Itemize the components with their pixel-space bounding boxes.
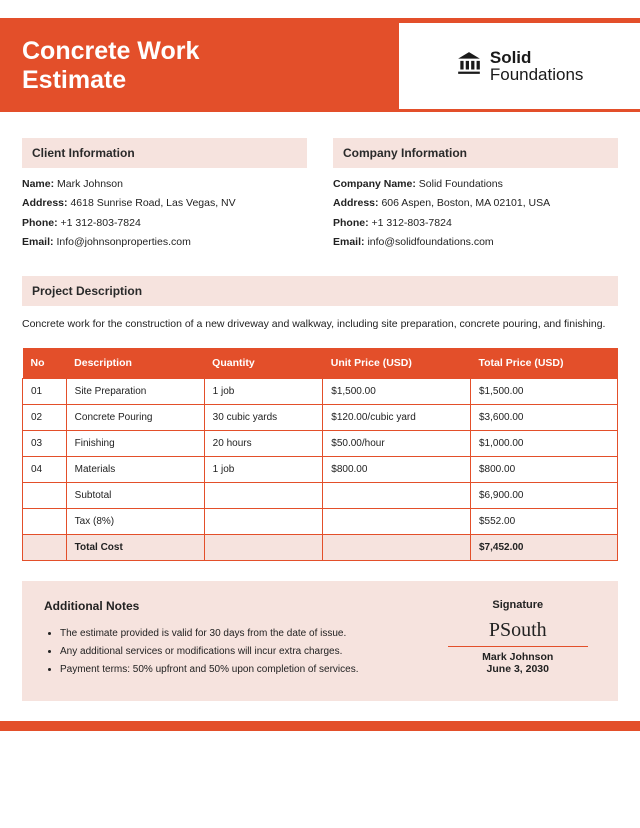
summary-row: Tax (8%) $552.00 (23, 508, 618, 534)
cell-unit: $800.00 (323, 456, 471, 482)
cell-qty: 1 job (204, 456, 323, 482)
note-item: The estimate provided is valid for 30 da… (60, 625, 420, 643)
client-email: Email: Info@johnsonproperties.com (22, 236, 307, 250)
bottom-accent-bar (0, 721, 640, 731)
company-address: Address: 606 Aspen, Boston, MA 02101, US… (333, 197, 618, 211)
company-heading: Company Information (333, 138, 618, 168)
cell-total: $800.00 (471, 456, 618, 482)
notes-section: Additional Notes The estimate provided i… (44, 599, 420, 679)
cell-total: $3,600.00 (471, 404, 618, 430)
summary-cell: Subtotal (66, 482, 204, 508)
header-title-block: Concrete Work Estimate (0, 23, 399, 109)
page-title: Concrete Work Estimate (22, 37, 377, 95)
client-address: Address: 4618 Sunrise Road, Las Vegas, N… (22, 197, 307, 211)
col-desc: Description (66, 348, 204, 379)
summary-cell (23, 482, 67, 508)
summary-cell (323, 534, 471, 560)
cell-no: 04 (23, 456, 67, 482)
logo-block: SolidFoundations (399, 23, 640, 109)
summary-cell: $7,452.00 (471, 534, 618, 560)
signature-script: PSouth (440, 619, 596, 642)
table-row: 02Concrete Pouring30 cubic yards$120.00/… (23, 404, 618, 430)
cell-qty: 1 job (204, 378, 323, 404)
cell-desc: Materials (66, 456, 204, 482)
notes-list: The estimate provided is valid for 30 da… (44, 625, 420, 679)
signature-date: June 3, 2030 (440, 663, 596, 675)
cell-unit: $50.00/hour (323, 430, 471, 456)
client-name: Name: Mark Johnson (22, 178, 307, 192)
company-info: Company Information Company Name: Solid … (333, 138, 618, 257)
note-item: Payment terms: 50% upfront and 50% upon … (60, 661, 420, 679)
col-total: Total Price (USD) (471, 348, 618, 379)
cell-unit: $1,500.00 (323, 378, 471, 404)
logo-text: SolidFoundations (490, 49, 584, 83)
note-item: Any additional services or modifications… (60, 643, 420, 661)
cell-desc: Finishing (66, 430, 204, 456)
summary-cell: Total Cost (66, 534, 204, 560)
summary-cell (204, 508, 323, 534)
col-qty: Quantity (204, 348, 323, 379)
title-line2: Estimate (22, 66, 126, 94)
cell-unit: $120.00/cubic yard (323, 404, 471, 430)
info-row: Client Information Name: Mark Johnson Ad… (22, 138, 618, 257)
client-heading: Client Information (22, 138, 307, 168)
notes-heading: Additional Notes (44, 599, 420, 613)
summary-cell: $552.00 (471, 508, 618, 534)
col-no: No (23, 348, 67, 379)
company-email: Email: info@solidfoundations.com (333, 236, 618, 250)
summary-cell (204, 482, 323, 508)
summary-row: Total Cost $7,452.00 (23, 534, 618, 560)
summary-cell (23, 534, 67, 560)
summary-cell: Tax (8%) (66, 508, 204, 534)
company-phone: Phone: +1 312-803-7824 (333, 217, 618, 231)
summary-cell (323, 508, 471, 534)
cell-desc: Site Preparation (66, 378, 204, 404)
cell-desc: Concrete Pouring (66, 404, 204, 430)
summary-cell (23, 508, 67, 534)
signature-block: Signature PSouth Mark Johnson June 3, 20… (440, 599, 596, 679)
table-row: 03Finishing20 hours$50.00/hour$1,000.00 (23, 430, 618, 456)
cell-no: 01 (23, 378, 67, 404)
client-phone: Phone: +1 312-803-7824 (22, 217, 307, 231)
col-unit: Unit Price (USD) (323, 348, 471, 379)
summary-cell: $6,900.00 (471, 482, 618, 508)
signature-line (448, 646, 588, 647)
title-line1: Concrete Work (22, 37, 199, 65)
signature-heading: Signature (440, 599, 596, 611)
client-info: Client Information Name: Mark Johnson Ad… (22, 138, 307, 257)
header: Concrete Work Estimate SolidFoundations (0, 23, 640, 109)
summary-cell (204, 534, 323, 560)
company-name: Company Name: Solid Foundations (333, 178, 618, 192)
project-description: Concrete work for the construction of a … (22, 316, 618, 334)
table-row: 04Materials1 job$800.00$800.00 (23, 456, 618, 482)
table-row: 01Site Preparation1 job$1,500.00$1,500.0… (23, 378, 618, 404)
estimate-table: No Description Quantity Unit Price (USD)… (22, 348, 618, 561)
project-heading: Project Description (22, 276, 618, 306)
cell-no: 03 (23, 430, 67, 456)
cell-no: 02 (23, 404, 67, 430)
summary-row: Subtotal $6,900.00 (23, 482, 618, 508)
cell-qty: 20 hours (204, 430, 323, 456)
signature-name: Mark Johnson (440, 651, 596, 663)
building-icon (456, 50, 482, 82)
cell-total: $1,500.00 (471, 378, 618, 404)
summary-cell (323, 482, 471, 508)
table-header-row: No Description Quantity Unit Price (USD)… (23, 348, 618, 379)
cell-qty: 30 cubic yards (204, 404, 323, 430)
cell-total: $1,000.00 (471, 430, 618, 456)
footer-box: Additional Notes The estimate provided i… (22, 581, 618, 701)
